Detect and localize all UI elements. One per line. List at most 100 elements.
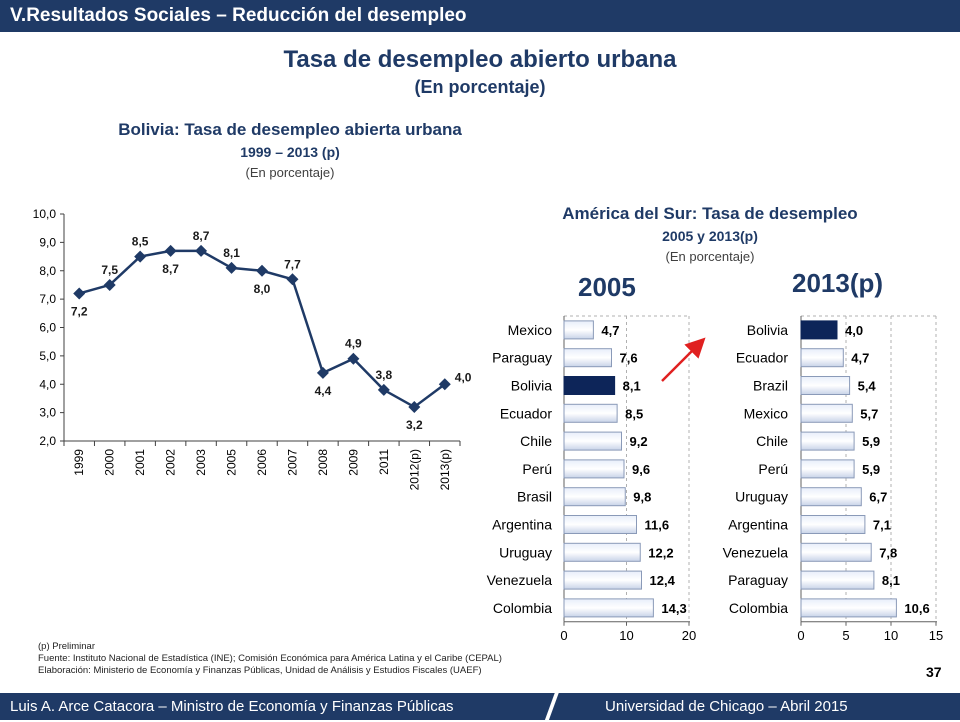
bars-2005-bar-paraguay — [563, 348, 612, 368]
bars-2013-category-label: Bolivia — [747, 322, 788, 338]
year-2013-label: 2013(p) — [792, 268, 884, 298]
data-label: 4,9 — [345, 337, 362, 351]
bars-2013-category-label: Chile — [756, 433, 788, 449]
x-tick-label: 2011 — [377, 449, 391, 475]
header-bar — [0, 0, 960, 32]
bars-2005-category-label: Perú — [522, 461, 552, 477]
footer-bar — [0, 693, 960, 720]
x-tick-label: 2003 — [194, 449, 208, 476]
bars-2005-bar-mexico — [563, 320, 594, 340]
x-tick-label: 2000 — [103, 449, 117, 476]
bars-2013-value-label: 10,6 — [904, 601, 929, 616]
page-subtitle: (En porcentaje) — [414, 77, 546, 97]
bars-2005-value-label: 11,6 — [645, 518, 670, 533]
bars-2013-value-label: 5,9 — [862, 434, 880, 449]
line-chart-period: 1999 – 2013 (p) — [240, 144, 340, 160]
bars-2013-bar-venezuela — [800, 542, 872, 562]
bars-2013-value-label: 4,0 — [845, 323, 863, 338]
bars-2013-bar-mexico — [800, 403, 853, 423]
data-label: 8,0 — [254, 282, 271, 296]
bars-2013-category-label: Paraguay — [728, 572, 788, 588]
x-tick-label: 2006 — [255, 449, 269, 476]
bars-2005-value-label: 8,5 — [625, 406, 643, 421]
data-point — [225, 261, 238, 274]
bars-2013-bar-argentina — [800, 515, 866, 534]
x-tick-label: 2013(p) — [438, 449, 452, 490]
bars-2013-category-label: Colombia — [729, 600, 788, 616]
bars-2005-bar-bolivia — [563, 376, 616, 395]
data-point — [408, 400, 421, 413]
bars-2013-value-label: 7,8 — [879, 545, 897, 560]
bars-2005-value-label: 14,3 — [661, 601, 686, 616]
bars-2005-bar-perú — [563, 459, 625, 479]
bars-2013-category-label: Mexico — [744, 405, 789, 421]
note-elaboration: Elaboración: Ministerio de Economía y Fi… — [38, 665, 482, 676]
bars-2005-value-label: 4,7 — [601, 323, 619, 338]
bars-2013-value-label: 4,7 — [851, 351, 869, 366]
bars-2013-category-label: Ecuador — [736, 350, 788, 366]
bars-2013-category-label: Argentina — [728, 517, 788, 533]
x-tick-label: 2012(p) — [407, 449, 421, 490]
y-tick-label: 2,0 — [39, 434, 56, 448]
note-preliminary: (p) Preliminar — [38, 641, 96, 652]
y-tick-label: 9,0 — [39, 235, 56, 249]
bars-2013-bar-brazil — [800, 376, 851, 395]
data-label: 7,2 — [71, 304, 88, 318]
bars-2005-value-label: 8,1 — [623, 379, 641, 394]
bars-2005-category-label: Chile — [520, 433, 552, 449]
data-point — [195, 244, 208, 257]
bars-2005-category-label: Paraguay — [492, 350, 552, 366]
bars-2005-category-label: Bolivia — [511, 378, 552, 394]
bars-2013-value-label: 5,7 — [860, 406, 878, 421]
bars-2005-bar-chile — [563, 431, 622, 451]
bars-2013-category-label: Venezuela — [723, 544, 789, 560]
comparison-arrow — [661, 337, 706, 382]
bars-2005-x-tick-label: 20 — [682, 628, 696, 643]
data-point — [438, 378, 451, 391]
bars-2013-category-label: Uruguay — [735, 489, 788, 505]
x-tick-label: 2002 — [164, 449, 178, 476]
bars-2013-value-label: 8,1 — [882, 573, 900, 588]
data-point — [347, 352, 360, 365]
data-label: 8,7 — [162, 262, 179, 276]
bars-2005-value-label: 7,6 — [620, 351, 638, 366]
x-tick-label: 2007 — [285, 449, 299, 476]
bars-2005-value-label: 12,2 — [648, 545, 673, 560]
bars-2005-value-label: 9,2 — [630, 434, 648, 449]
bars-2013-value-label: 5,4 — [858, 379, 877, 394]
bars-2005-category-label: Venezuela — [487, 572, 553, 588]
bars-2005-bar-brasil — [563, 487, 626, 507]
bars-2013-bar-chile — [800, 431, 855, 451]
data-point — [256, 264, 268, 277]
data-label: 4,4 — [315, 384, 332, 398]
bars-2005-bar-venezuela — [563, 570, 642, 590]
data-point — [286, 273, 299, 286]
page-title: Tasa de desempleo abierto urbana — [283, 46, 677, 73]
bars-2005-value-label: 12,4 — [650, 573, 676, 588]
data-label: 4,0 — [455, 370, 472, 384]
note-source: Fuente: Instituto Nacional de Estadístic… — [38, 653, 502, 664]
bars-2013-bar-uruguay — [800, 487, 862, 507]
section-title: V.Resultados Sociales – Reducción del de… — [10, 5, 467, 26]
footer-event: Universidad de Chicago – Abril 2015 — [605, 698, 848, 715]
bars-2013-bar-colombia — [800, 598, 897, 618]
bars-2005-category-label: Brasil — [517, 489, 552, 505]
data-point — [134, 250, 147, 263]
y-tick-label: 10,0 — [33, 207, 57, 221]
data-point — [316, 366, 329, 379]
bars-2005-bar-uruguay — [563, 542, 641, 562]
bars-2005-x-tick-label: 10 — [619, 628, 633, 643]
bars-2005-x-tick-label: 0 — [560, 628, 567, 643]
bar-section-unit: (En porcentaje) — [665, 249, 755, 264]
bars-2013-x-tick-label: 15 — [929, 628, 943, 643]
data-point — [73, 287, 86, 300]
x-tick-label: 2008 — [316, 449, 330, 476]
bars-2005-category-label: Ecuador — [500, 405, 552, 421]
y-tick-label: 6,0 — [39, 321, 56, 335]
bars-2013-x-tick-label: 5 — [842, 628, 849, 643]
data-label: 8,5 — [132, 235, 149, 249]
data-label: 3,2 — [406, 418, 423, 432]
data-label: 8,1 — [223, 246, 240, 260]
